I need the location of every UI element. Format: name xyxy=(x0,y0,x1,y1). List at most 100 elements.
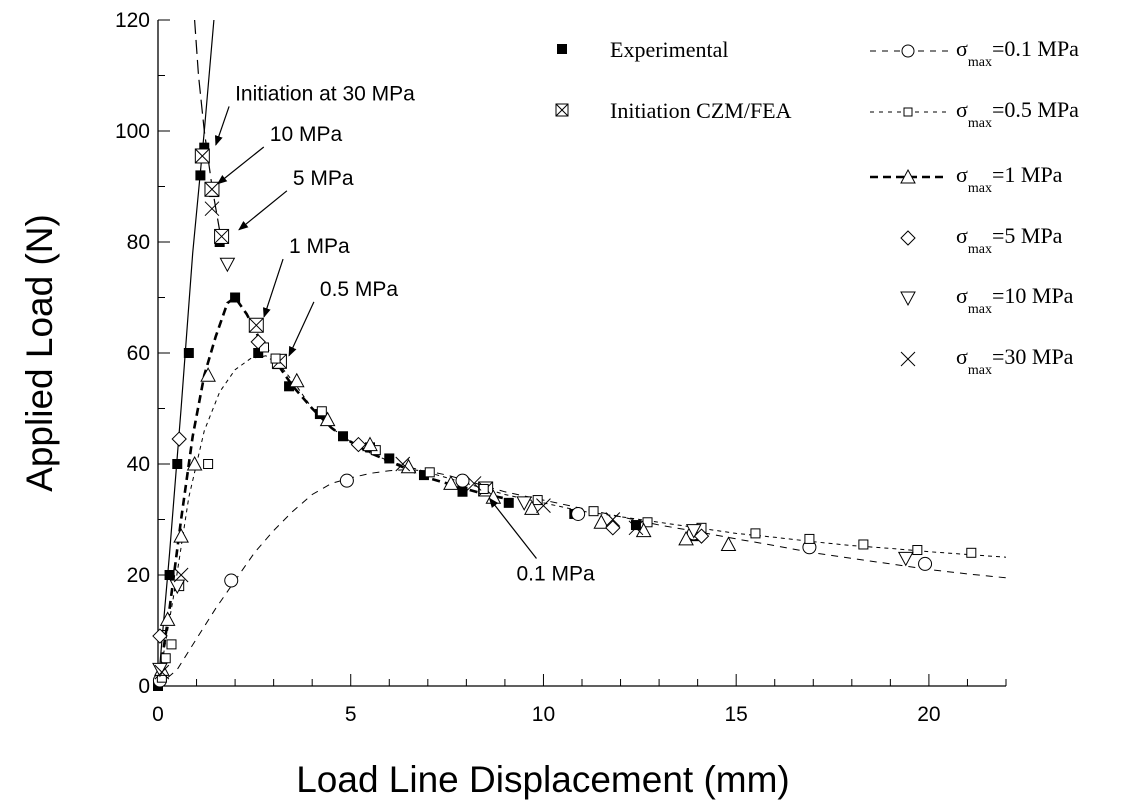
point-max-30-mpa xyxy=(536,498,551,513)
legend-item-experimental: Experimental xyxy=(557,37,729,62)
point-max-0-5-mpa xyxy=(804,533,815,544)
annotation-label: 5 MPa xyxy=(293,167,354,190)
point-max-0-1-mpa xyxy=(339,473,354,488)
point-max-5-mpa xyxy=(171,431,187,447)
point-max-1-mpa xyxy=(200,367,216,382)
point-max-30-mpa xyxy=(466,476,482,491)
point-max-0-5-mpa xyxy=(858,539,869,550)
legend-label-sigma-0-5: σmax=0.5 MPa xyxy=(956,97,1079,131)
point-max-10-mpa xyxy=(169,579,186,595)
point-experimental xyxy=(338,431,349,442)
point-max-0-5-mpa xyxy=(912,545,923,556)
point-max-5-mpa xyxy=(250,334,266,350)
point-max-30-mpa xyxy=(154,664,170,680)
point-max-0-5-mpa xyxy=(160,653,171,664)
y-axis-label: Applied Load (N) xyxy=(19,214,60,492)
point-max-1-mpa xyxy=(173,528,189,543)
point-max-5-mpa xyxy=(693,528,710,544)
annotation-arrow xyxy=(288,301,315,357)
y-tick-label: 60 xyxy=(127,342,150,365)
legend-marker-experimental xyxy=(557,44,567,54)
legend-label-sigma-0-1: σmax=0.1 MPa xyxy=(956,36,1079,70)
y-tick-label: 0 xyxy=(138,675,150,698)
y-tick-label: 40 xyxy=(127,453,150,476)
point-experimental xyxy=(195,170,206,181)
x-axis-label: Load Line Displacement (mm) xyxy=(296,759,790,800)
x-tick-label: 10 xyxy=(532,703,555,726)
point-experimental xyxy=(199,142,210,153)
y-tick-label: 100 xyxy=(115,120,150,143)
annotation-label: 10 MPa xyxy=(270,123,343,146)
point-experimental xyxy=(418,470,429,481)
point-max-0-5-mpa xyxy=(270,353,281,364)
annotation-arrow xyxy=(263,258,284,318)
point-max-0-5-mpa xyxy=(642,517,653,528)
legend-label-sigma-5: σmax=5 MPa xyxy=(956,223,1063,257)
legend-item-sigma-5: σmax=5 MPa xyxy=(900,223,1063,257)
point-max-0-5-mpa xyxy=(478,483,489,494)
point-max-0-5-mpa xyxy=(166,639,177,650)
point-max-1-mpa xyxy=(186,455,203,471)
legend-item-initiation: Initiation CZM/FEA xyxy=(555,98,792,123)
legend-item-sigma-1: σmax=1 MPa xyxy=(870,162,1063,196)
annotation-label: 0.1 MPa xyxy=(516,563,595,586)
point-max-1-mpa xyxy=(362,436,378,452)
x-tick-label: 20 xyxy=(917,703,940,726)
legend-marker-sigma-0-1 xyxy=(901,44,915,58)
y-ticks: 0 20 40 60 80 100 120 xyxy=(115,9,170,698)
annotation-label: 0.5 MPa xyxy=(320,278,399,301)
legend-label-experimental: Experimental xyxy=(610,37,729,62)
legend-item-sigma-30: σmax=30 MPa xyxy=(900,344,1074,378)
annotation-arrow xyxy=(488,497,537,559)
legend: Experimental Initiation CZM/FEA σmax=0.1… xyxy=(555,36,1079,378)
point-max-1-mpa xyxy=(593,514,610,529)
point-max-10-mpa xyxy=(219,257,236,273)
point-max-30-mpa xyxy=(605,512,621,527)
point-experimental xyxy=(172,459,183,469)
point-experimental xyxy=(284,381,295,392)
point-max-5-mpa xyxy=(152,628,168,644)
legend-item-sigma-10: σmax=10 MPa xyxy=(900,283,1074,317)
legend-marker-sigma-10 xyxy=(900,291,916,307)
axes xyxy=(157,20,1006,687)
point-max-1-mpa xyxy=(288,372,305,388)
legend-item-sigma-0-5: σmax=0.5 MPa xyxy=(870,97,1079,131)
legend-marker-initiation xyxy=(555,103,569,117)
point-max-0-1-mpa xyxy=(224,573,239,588)
point-max-30-mpa xyxy=(204,201,220,217)
point-max-0-5-mpa xyxy=(588,506,599,517)
point-max-1-mpa xyxy=(524,500,540,515)
point-max-30-mpa xyxy=(173,567,189,583)
point-max-1-mpa xyxy=(720,536,737,551)
data-points xyxy=(152,142,977,691)
point-max-10-mpa xyxy=(516,496,533,511)
point-experimental xyxy=(230,292,241,303)
point-experimental xyxy=(183,348,194,358)
fit-curves xyxy=(156,19,1007,687)
point-experimental xyxy=(164,570,175,580)
legend-label-sigma-10: σmax=10 MPa xyxy=(956,283,1074,317)
legend-marker-sigma-1 xyxy=(900,168,916,184)
point-experimental xyxy=(503,497,514,508)
legend-label-initiation: Initiation CZM/FEA xyxy=(610,98,792,123)
annotations: Initiation at 30 MPa 10 MPa 5 MPa 1 MPa 0.5 … xyxy=(214,82,595,586)
annotation-label: 1 MPa xyxy=(289,235,350,258)
y-tick-label: 80 xyxy=(127,231,150,254)
legend-marker-sigma-0-5 xyxy=(903,107,913,117)
point-max-0-5-mpa xyxy=(203,459,214,469)
curve-max-1-mpa xyxy=(156,295,506,687)
point-experimental xyxy=(630,520,641,531)
point-initiation-czm-fea xyxy=(214,228,230,244)
point-max-10-mpa xyxy=(685,524,702,539)
point-max-0-5-mpa xyxy=(316,406,327,417)
point-experimental xyxy=(457,486,468,497)
x-tick-label: 0 xyxy=(152,703,164,726)
annotation-arrow xyxy=(216,146,265,185)
point-max-1-mpa xyxy=(635,522,652,538)
y-tick-label: 120 xyxy=(115,9,150,32)
legend-item-sigma-0-1: σmax=0.1 MPa xyxy=(870,36,1079,70)
x-tick-label: 5 xyxy=(345,703,357,726)
point-initiation-czm-fea xyxy=(204,181,220,197)
annotation-arrow xyxy=(238,190,288,231)
